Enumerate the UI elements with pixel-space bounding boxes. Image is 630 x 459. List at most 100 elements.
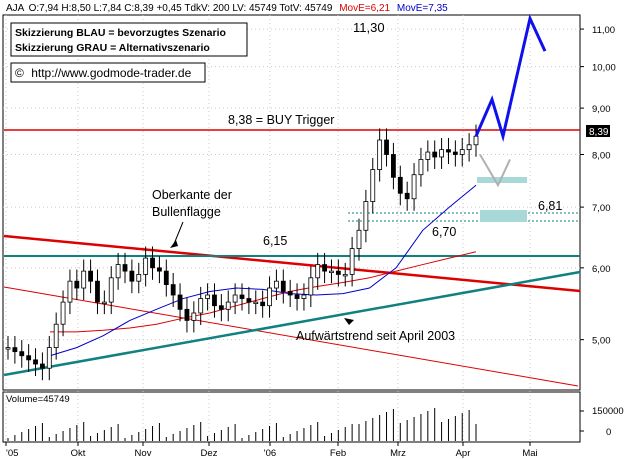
copyright-box <box>10 62 206 83</box>
price-bar-body <box>33 359 38 365</box>
legend-line-2: Skizzierung GRAU = Alternativszenario <box>15 42 210 54</box>
price-bar-body <box>384 139 389 155</box>
price-bar-body <box>157 267 162 272</box>
price-bar-body <box>115 264 121 279</box>
level-681-label: 6,81 <box>538 199 562 213</box>
buy-trigger-label: 8,38 = BUY Trigger <box>228 113 334 127</box>
price-bar-body <box>177 294 183 310</box>
legend-box <box>10 22 248 57</box>
price-bar-body <box>95 280 100 303</box>
price-bar-body <box>212 294 217 307</box>
price-bar-body <box>377 139 383 170</box>
price-bar-body <box>287 291 293 296</box>
price-bar-body <box>136 274 142 282</box>
price-bar-body <box>439 149 444 158</box>
price-bar-body <box>404 192 410 200</box>
header-ma2: MovE=7,35 <box>397 3 448 14</box>
scenario-grey-path <box>479 154 511 188</box>
moving-average-blue <box>49 184 477 357</box>
header-ma1: MovE=6,21 <box>339 3 390 14</box>
price-bar-body <box>411 174 417 200</box>
price-bar-body <box>191 312 197 321</box>
price-bars <box>5 124 479 381</box>
x-tick-label: '06 <box>264 448 276 459</box>
price-bar-body <box>322 264 327 272</box>
uptrend-arrow-icon <box>344 318 354 325</box>
scenario-blue-path <box>474 13 547 143</box>
price-bar-body <box>163 270 169 285</box>
price-bar-body <box>67 280 73 303</box>
price-bar-body <box>473 135 479 146</box>
y-axis: 11,00 10,00 9,00 8,00 7,00 6,00 5,00 <box>580 25 616 347</box>
bullflag-label-1: Oberkante der <box>152 188 232 202</box>
header-ohlc: O:7,94 H:8,50 L:7,84 C:8,39 +0,45 TdkV: … <box>29 3 333 14</box>
price-bar-body <box>12 347 18 353</box>
header-prefix: AJA <box>6 3 25 14</box>
x-tick-label: Mrz <box>390 448 406 459</box>
price-bar-body <box>432 151 438 158</box>
price-bar-body <box>342 274 348 277</box>
price-bar-body <box>74 280 80 289</box>
price-bar-body <box>218 305 224 310</box>
y-tick-label: 10,00 <box>592 63 616 74</box>
x-tick-label: Feb <box>330 448 346 459</box>
price-bar-body <box>246 298 252 303</box>
volume-tick-max: 150000 <box>592 406 624 417</box>
price-bar-body <box>19 351 25 357</box>
price-bar-body <box>274 280 279 289</box>
price-bar-body <box>397 176 403 194</box>
legend-line-1: Skizzierung BLAU = bevorzugtes Szenario <box>15 27 226 39</box>
price-bar-body <box>88 270 93 282</box>
y-tick-label: 11,00 <box>592 25 615 36</box>
volume-panel-frame <box>2 391 581 443</box>
x-tick-label: '05 <box>6 448 18 459</box>
price-badge <box>586 125 610 137</box>
price-bar-body <box>253 301 259 305</box>
price-bar-body <box>459 149 465 155</box>
y-tick-label: 9,00 <box>592 104 611 115</box>
bullflag-arrow-stem <box>173 221 184 245</box>
price-bar-body <box>232 294 238 303</box>
price-bar-body <box>391 154 396 178</box>
target-label: 11,30 <box>353 20 385 35</box>
price-bar-body <box>267 287 272 307</box>
price-bar-body <box>108 277 114 303</box>
x-tick-label: Dez <box>201 448 218 459</box>
price-bar-body <box>129 270 135 282</box>
copyright-line: © http://www.godmode-trader.de <box>15 66 192 80</box>
volume-tick-zero: 0 <box>606 427 611 438</box>
x-axis: '05 Okt Nov Dez '06 Feb Mrz Apr Mai <box>5 442 538 459</box>
header-line: AJA O:7,94 H:8,50 L:7,84 C:8,39 +0,45 Td… <box>6 3 448 14</box>
price-bar-body <box>143 257 149 275</box>
price-bar-body <box>294 294 300 299</box>
scenario-paths <box>474 13 547 188</box>
y-tick-label: 8,00 <box>592 151 611 162</box>
level-615-label: 6,15 <box>263 234 287 248</box>
price-bar-body <box>308 277 314 296</box>
uptrend-label: Aufwärtstrend seit April 2003 <box>296 329 455 343</box>
price-bar-body <box>225 301 231 310</box>
price-bar-body <box>335 270 341 275</box>
x-tick-label: Okt <box>71 448 86 459</box>
upper-flag-trendline <box>3 234 581 293</box>
price-bar-body <box>46 347 52 369</box>
price-bar-body <box>466 144 472 151</box>
x-tick-label: Nov <box>135 448 152 459</box>
price-bar-body <box>280 280 286 292</box>
price-bar-body <box>425 151 431 160</box>
price-bar-body <box>150 257 155 269</box>
x-tick-label: Mai <box>522 448 537 459</box>
bullflag-label-2: Bullenflagge <box>152 205 221 219</box>
price-bar-body <box>370 169 376 202</box>
inner-red-trendline <box>3 286 579 387</box>
price-bar-body <box>122 264 128 272</box>
volume-label: Volume=45749 <box>6 394 70 405</box>
price-bar-body <box>81 270 87 289</box>
price-bar-body <box>452 151 458 155</box>
price-bar-body <box>60 301 66 325</box>
price-bar-body <box>301 294 307 299</box>
price-bar-body <box>363 201 369 231</box>
price-bar-body <box>101 301 107 305</box>
price-bar-body <box>329 270 334 274</box>
